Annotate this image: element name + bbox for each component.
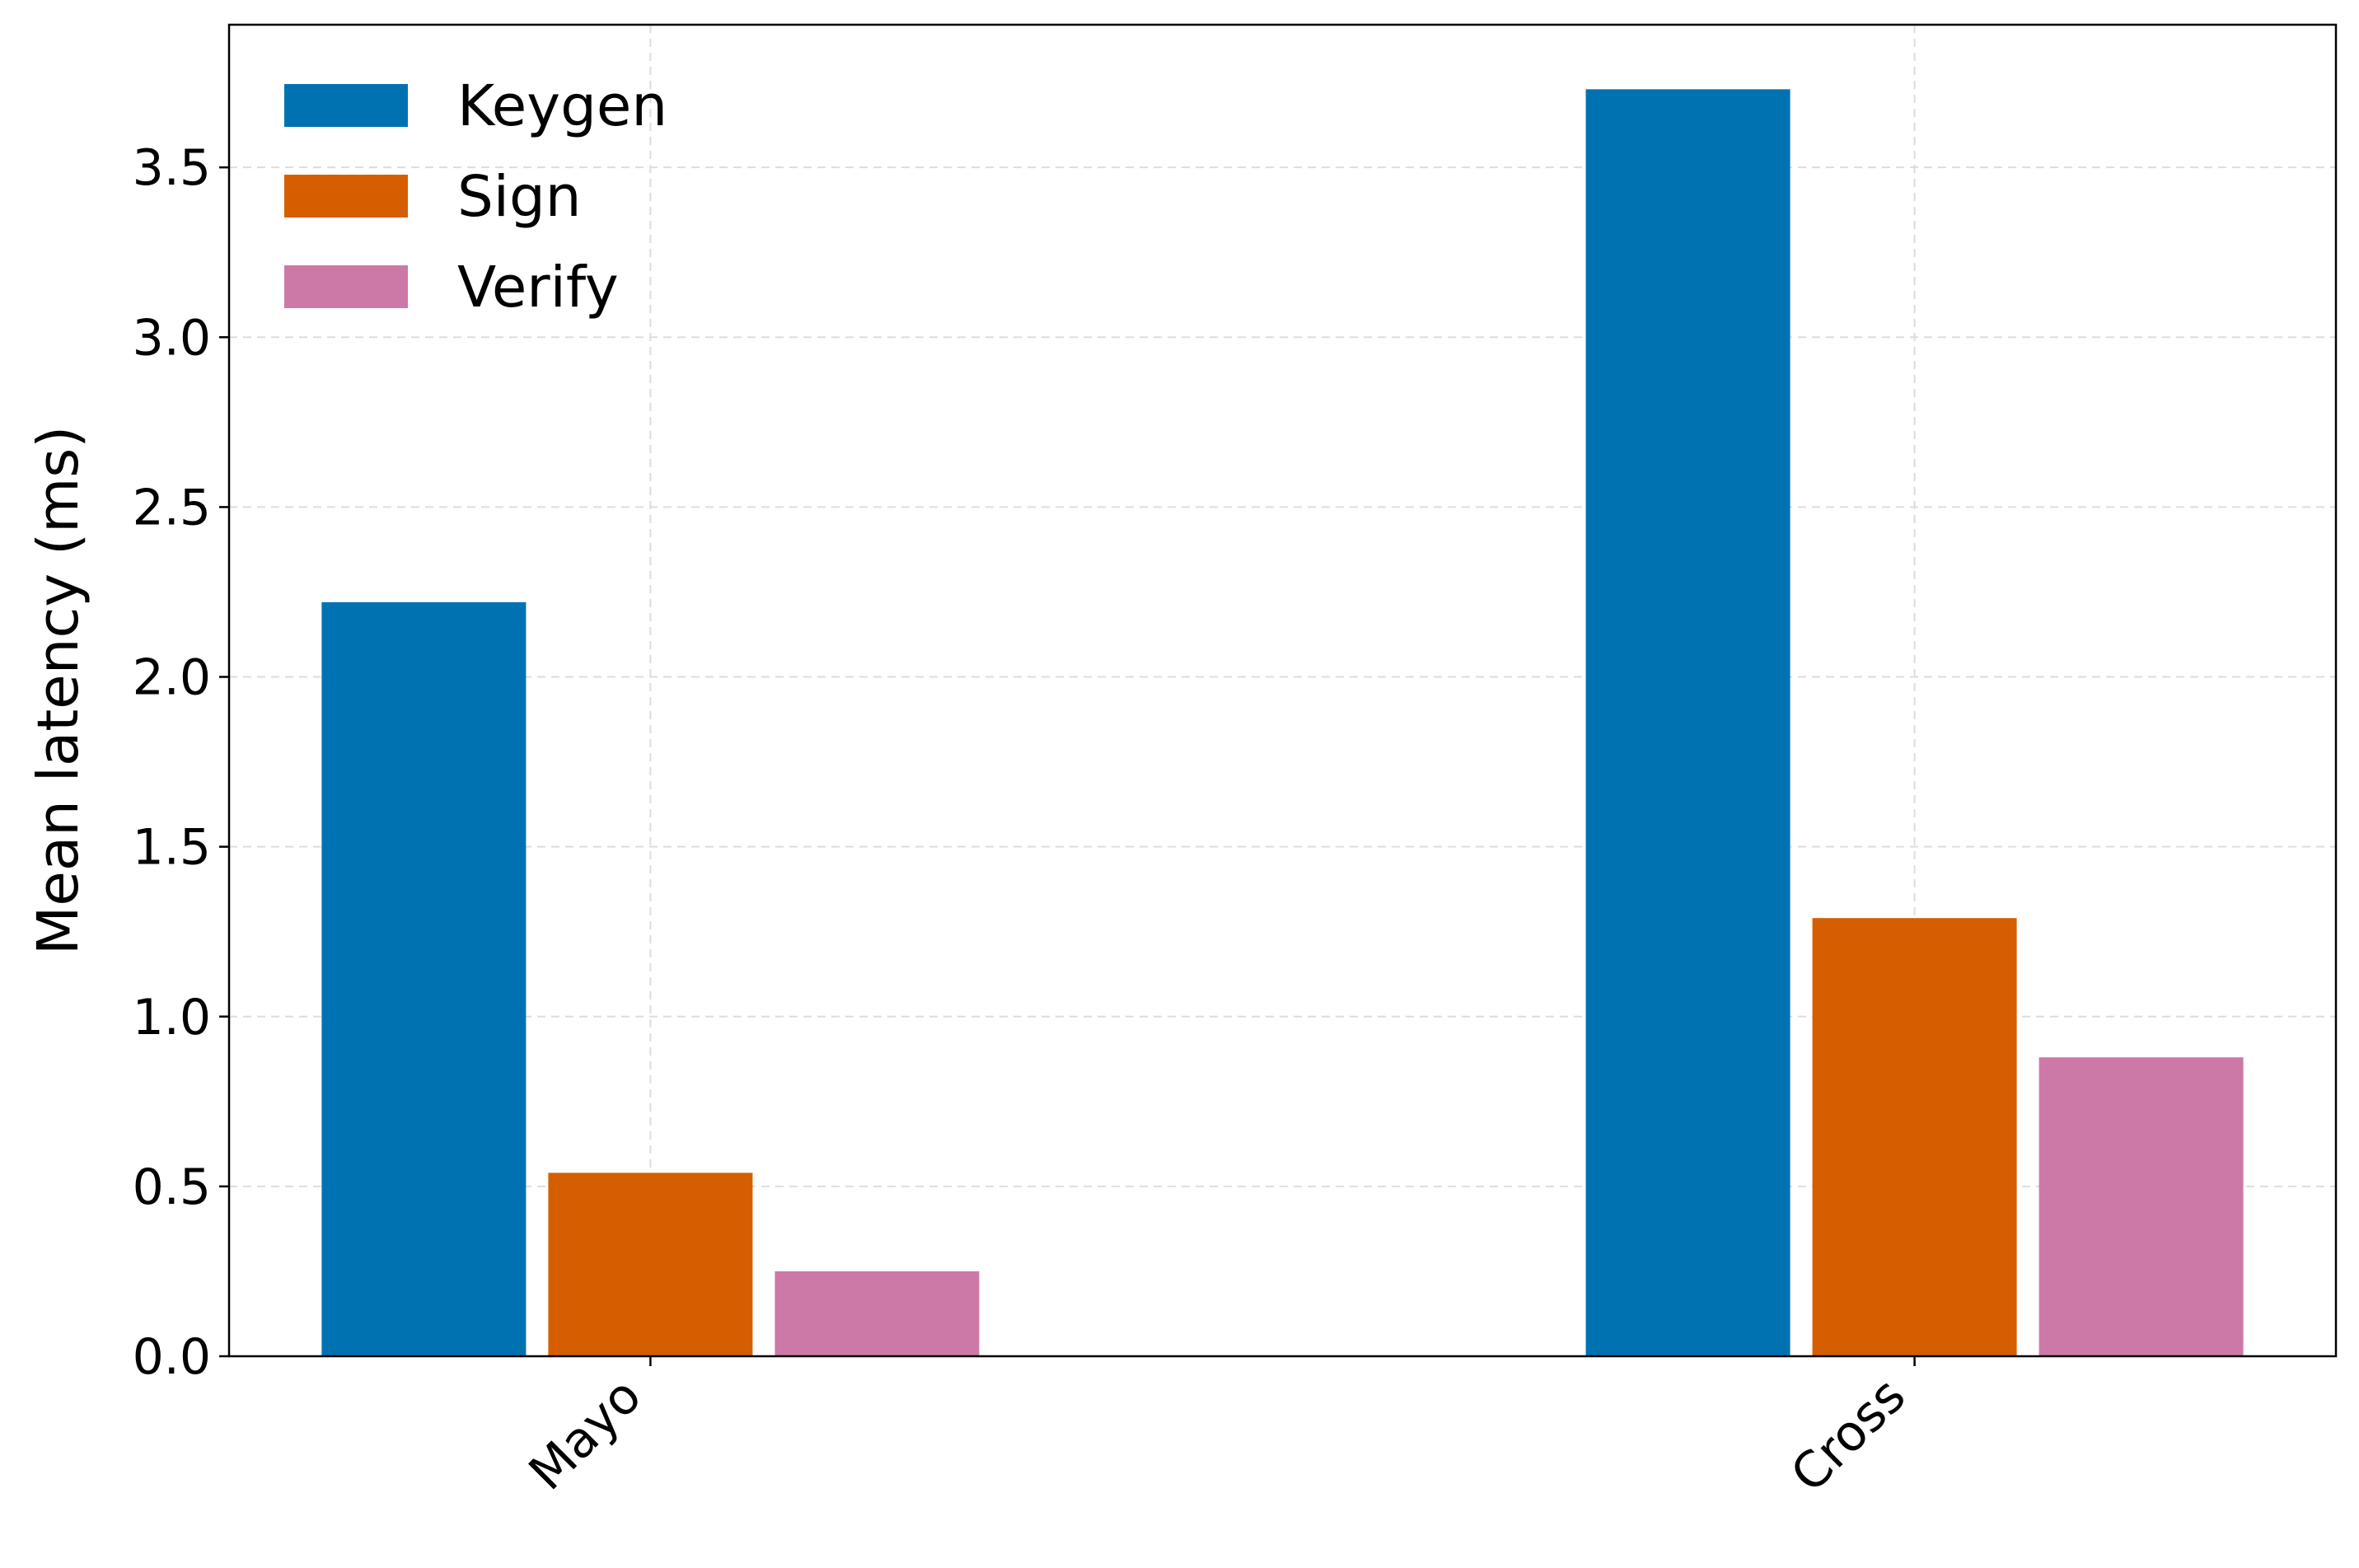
y-tick-label: 1.5 [133, 819, 211, 877]
y-tick-label: 0.0 [133, 1328, 211, 1386]
plot-frame [227, 23, 2338, 1358]
bar-keygen-mayo [321, 601, 527, 1356]
bar-verify-mayo [775, 1271, 980, 1356]
legend-label-verify: Verify [457, 255, 619, 321]
y-tick-label: 0.5 [133, 1158, 211, 1216]
legend[interactable]: Keygen Sign Verify [284, 73, 667, 321]
bar-verify-cross [2038, 1057, 2244, 1356]
y-axis-title: Mean latency (ms) [26, 426, 91, 955]
bar-keygen-cross [1585, 89, 1790, 1356]
y-tick-label: 2.0 [133, 649, 211, 707]
legend-label-sign: Sign [457, 164, 582, 230]
y-tick-label: 1.0 [133, 989, 211, 1046]
bars [321, 89, 2244, 1356]
legend-swatch-sign [284, 175, 408, 218]
bar-sign-mayo [548, 1172, 753, 1356]
y-tick-label: 2.5 [133, 479, 211, 536]
legend-swatch-verify [284, 265, 408, 308]
bar-sign-cross [1812, 918, 2017, 1356]
legend-label-keygen: Keygen [457, 73, 667, 139]
y-tick-label: 3.5 [133, 139, 211, 197]
y-tick-label: 3.0 [133, 309, 211, 367]
legend-swatch-keygen [284, 84, 408, 127]
